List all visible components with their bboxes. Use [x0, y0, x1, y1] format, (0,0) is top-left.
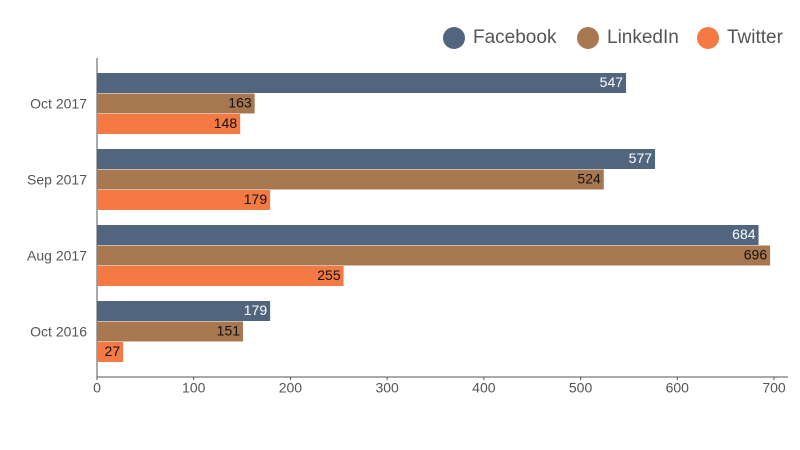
x-tick-label: 500 — [569, 380, 593, 396]
data-label: 524 — [577, 171, 601, 187]
legend-marker — [443, 27, 465, 49]
bar — [97, 225, 759, 245]
legend-marker — [697, 27, 719, 49]
data-label: 148 — [214, 115, 238, 131]
x-tick-label: 0 — [93, 380, 101, 396]
x-tick-label: 600 — [666, 380, 690, 396]
data-label: 684 — [732, 226, 756, 242]
bar — [97, 321, 244, 342]
x-tick-label: 700 — [762, 380, 786, 396]
bar — [97, 245, 771, 266]
y-tick-label: Oct 2017 — [30, 96, 87, 112]
legend-label: Facebook — [473, 27, 557, 48]
x-tick-label: 400 — [472, 380, 496, 396]
bar — [97, 190, 271, 210]
bar — [97, 169, 604, 190]
legend-label: LinkedIn — [607, 27, 679, 48]
bar — [97, 149, 656, 169]
bar — [97, 266, 344, 286]
legend-marker — [577, 27, 599, 49]
bar — [97, 301, 271, 321]
data-label: 151 — [217, 323, 241, 339]
y-tick-label: Aug 2017 — [27, 248, 87, 264]
y-tick-label: Sep 2017 — [27, 172, 87, 188]
bar — [97, 114, 241, 134]
data-label: 179 — [244, 302, 268, 318]
data-label: 163 — [228, 95, 252, 111]
data-label: 577 — [629, 150, 653, 166]
bar — [97, 93, 255, 114]
data-label: 696 — [744, 247, 768, 263]
bar — [97, 342, 124, 362]
y-tick-label: Oct 2016 — [30, 324, 87, 340]
x-tick-label: 100 — [182, 380, 206, 396]
data-label: 27 — [105, 343, 121, 359]
x-tick-label: 300 — [375, 380, 399, 396]
x-tick-label: 200 — [279, 380, 303, 396]
legend-label: Twitter — [727, 27, 784, 48]
bar — [97, 73, 627, 93]
data-label: 179 — [244, 191, 268, 207]
data-label: 255 — [317, 267, 341, 283]
data-label: 547 — [600, 74, 624, 90]
